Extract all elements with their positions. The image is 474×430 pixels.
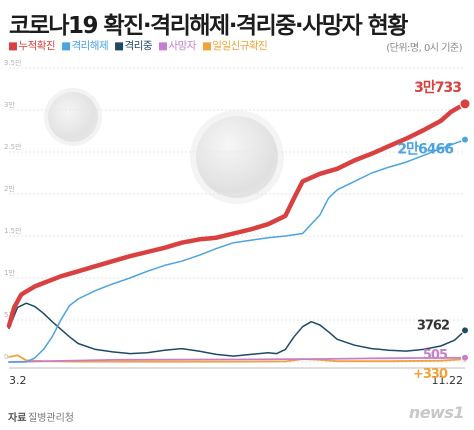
series-line-confirmed xyxy=(6,101,468,329)
legend-label-confirmed: 누적확진 xyxy=(18,40,56,52)
series-line-deaths xyxy=(8,356,466,363)
legend-label-isolated: 격리중 xyxy=(124,40,153,52)
series-line-released xyxy=(8,138,466,363)
legend-item-isolated: ■격리중 xyxy=(114,38,152,53)
y-tick-label: 5천 xyxy=(4,310,15,319)
series-end-label-confirmed: 3만733 xyxy=(414,80,461,96)
news1-logo: news1 xyxy=(408,403,465,422)
legend-swatch-confirmed: ■ xyxy=(8,40,18,52)
y-tick-label: 2.5만 xyxy=(4,142,22,151)
source-value: 질병관리청 xyxy=(28,413,74,424)
legend-item-daily: ■일일신규확진 xyxy=(201,38,268,53)
series-end-label-deaths: 505 xyxy=(423,348,448,363)
y-tick-label: 1만 xyxy=(4,268,15,277)
y-tick-label: 1.5만 xyxy=(4,226,22,235)
chart-title: 코로나19 확진·격리해제·격리중·사망자 현황 xyxy=(9,13,408,39)
x-tick-label-end: 11.22 xyxy=(432,374,464,387)
legend: ■누적확진 ■격리해제 ■격리중 ■사망자 ■일일신규확진 xyxy=(8,38,273,53)
series-endpoint-confirmed xyxy=(459,98,471,110)
legend-item-released: ■격리해제 xyxy=(61,38,109,53)
x-tick-label-start: 3.2 xyxy=(9,374,27,387)
legend-swatch-released: ■ xyxy=(61,40,71,52)
legend-label-deaths: 사망자 xyxy=(168,40,196,52)
legend-swatch-isolated: ■ xyxy=(114,40,124,52)
source-label: 자료 xyxy=(8,413,27,424)
series-endpoint-isolated xyxy=(461,326,469,335)
y-tick-label: 2만 xyxy=(4,184,15,193)
legend-swatch-deaths: ■ xyxy=(158,40,168,52)
series-end-label-released: 2만6466 xyxy=(397,142,453,158)
series-end-label-daily: +330 xyxy=(413,367,448,382)
legend-item-deaths: ■사망자 xyxy=(158,38,196,53)
legend-label-daily: 일일신규확진 xyxy=(212,40,268,52)
legend-label-released: 격리해제 xyxy=(71,40,109,52)
series-line-isolated xyxy=(8,302,466,357)
legend-swatch-daily: ■ xyxy=(201,40,212,52)
legend-item-confirmed: ■누적확진 xyxy=(8,38,56,53)
virus-illustration-left xyxy=(48,92,98,142)
y-tick-label: 3만 xyxy=(4,100,15,109)
y-tick-label: 3.5만 xyxy=(4,58,22,67)
series-endpoint-released xyxy=(461,135,469,144)
unit-note: (단위:명, 0시 기준) xyxy=(386,43,462,54)
series-end-label-isolated: 3762 xyxy=(417,318,449,333)
virus-illustration-right xyxy=(196,116,278,198)
y-tick-label: 0 xyxy=(4,353,8,361)
series-endpoint-deaths xyxy=(461,353,469,362)
